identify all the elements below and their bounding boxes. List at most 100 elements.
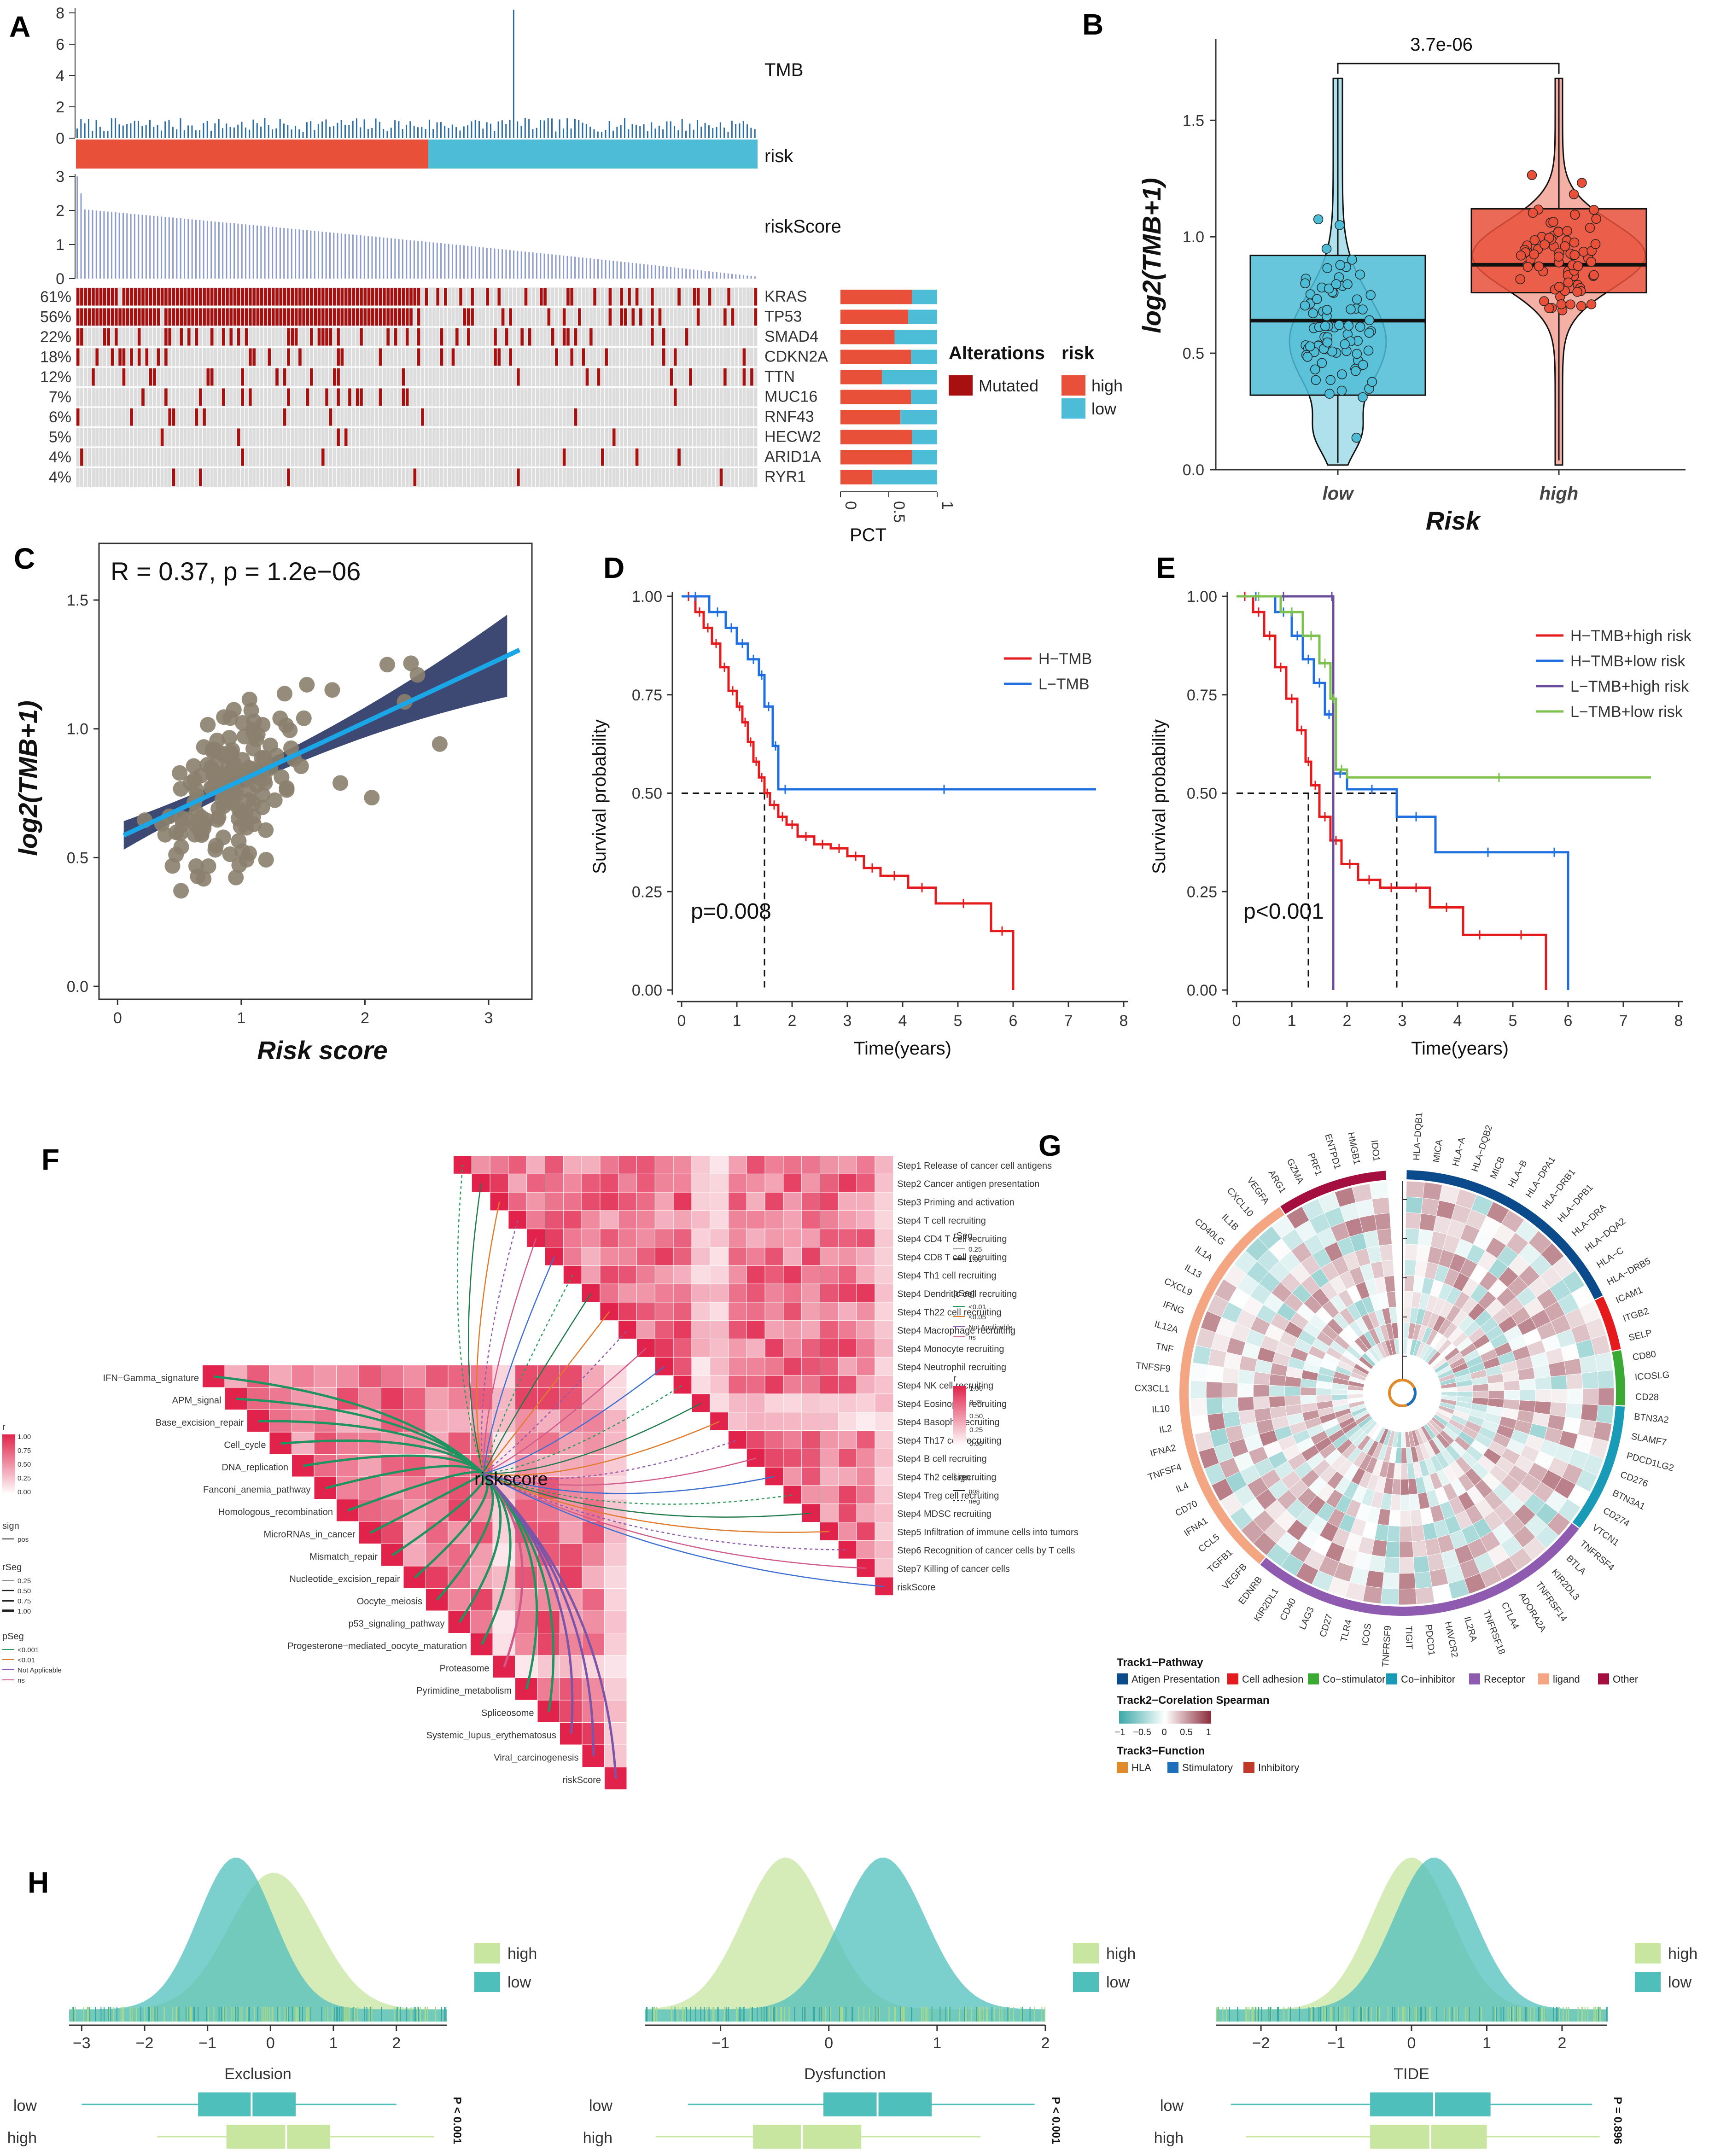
f-heat-cell — [527, 1156, 545, 1174]
f-row-label: Step4 Th2 cell recruiting — [897, 1472, 996, 1482]
f-heat-cell — [600, 1174, 618, 1192]
riskscore-bar — [379, 237, 381, 279]
f-link-bottom — [369, 1473, 485, 1534]
tmb-bar — [237, 124, 239, 138]
f-heat-cell — [820, 1211, 838, 1229]
f-link-top — [483, 1238, 537, 1474]
f-heat-cell — [563, 1229, 582, 1247]
g-heat-cell — [1371, 1197, 1390, 1215]
f-heat-cell — [802, 1211, 820, 1229]
panel-label-d: D — [603, 551, 624, 584]
mutation-cell — [76, 348, 80, 366]
pct-low-bar — [911, 350, 937, 364]
f-heat-cell — [820, 1357, 838, 1375]
tmb-bar — [570, 128, 572, 138]
mutation-cell — [203, 308, 206, 326]
c-point — [188, 858, 204, 874]
riskscore-bar — [279, 227, 281, 279]
km-y-tick-label: 0.50 — [1187, 785, 1217, 803]
f-heat-cell — [673, 1357, 692, 1375]
f-heat-cell — [605, 1477, 627, 1499]
tmb-bar — [118, 124, 120, 138]
mutation-cell — [264, 288, 267, 306]
h-x-tick-label: −2 — [1252, 2034, 1270, 2052]
mutation-cell — [206, 368, 210, 386]
f-heat-cell — [426, 1410, 448, 1432]
tmb-bar — [440, 122, 442, 138]
f-heat-cell — [875, 1467, 893, 1486]
tmb-bar — [379, 122, 380, 138]
riskscore-bar — [363, 235, 365, 279]
tmb-bar — [490, 123, 491, 138]
mutation-cell — [562, 449, 566, 466]
tmb-bar — [260, 126, 262, 138]
tmb-bar — [176, 129, 178, 138]
riskscore-bar — [172, 217, 174, 279]
g-heat-cell — [1421, 1197, 1440, 1216]
c-y-tick-label: 1.5 — [67, 592, 88, 609]
b-point-low — [1355, 269, 1365, 280]
g-gene-label: TLR4 — [1339, 1619, 1354, 1643]
f-heat-cell — [605, 1566, 627, 1588]
g-legend-label: 1 — [1206, 1727, 1211, 1737]
b-point-high — [1562, 226, 1572, 236]
mutation-cell — [360, 308, 363, 326]
f-heat-cell — [655, 1321, 673, 1339]
mutation-cell — [287, 328, 290, 346]
f-row-label: p53_signaling_pathway — [348, 1619, 444, 1629]
mutation-cell — [268, 308, 271, 326]
mutation-cell — [76, 308, 80, 326]
mutation-cell — [685, 328, 688, 346]
f-heat-cell — [582, 1566, 604, 1588]
riskscore-bar — [118, 212, 120, 279]
f-legend-label: 1.00 — [969, 1385, 983, 1393]
mutation-cell — [750, 368, 753, 386]
f-heat-cell — [605, 1633, 627, 1655]
f-link-bottom — [391, 1473, 486, 1556]
f-heat-cell — [493, 1410, 515, 1432]
g-gene-label: VEGFA — [1245, 1176, 1271, 1207]
g-heat-cell — [1534, 1376, 1552, 1390]
riskscore-bar — [689, 269, 691, 279]
mutation-cell — [260, 288, 263, 306]
mutation-cell — [76, 328, 80, 346]
g-heat-cell — [1400, 1510, 1412, 1527]
riskscore-bar — [608, 260, 610, 279]
tmb-bar — [172, 127, 174, 138]
g-gene-label: HAVCR2 — [1443, 1620, 1460, 1658]
f-heat-cell — [545, 1156, 563, 1174]
riskscore-bar — [448, 244, 449, 279]
tmb-bar — [103, 131, 105, 138]
tmb-bar — [84, 123, 86, 138]
g-gene-label: IL2 — [1159, 1423, 1173, 1435]
mutation-cell — [172, 308, 175, 326]
c-point — [277, 686, 293, 702]
riskscore-bar — [525, 251, 526, 279]
b-point-low — [1313, 214, 1324, 225]
f-legend-title: sign — [953, 1473, 970, 1483]
mutation-cell — [302, 288, 306, 306]
h-x-tick-label: −1 — [1327, 2034, 1345, 2052]
mutation-cell — [329, 408, 332, 426]
mutation-cell — [175, 288, 179, 306]
f-heat-cell — [875, 1522, 893, 1540]
f-heat-cell — [857, 1211, 875, 1229]
tmb-bar — [704, 122, 706, 138]
mutation-cell — [283, 408, 286, 426]
riskscore-bar — [597, 259, 599, 279]
f-row-label: IFN−Gamma_signature — [103, 1373, 199, 1383]
tmb-bar — [421, 127, 423, 138]
tmb-bar — [279, 119, 281, 138]
mutation-cell — [172, 288, 175, 306]
g-legend-swatch — [1167, 1762, 1178, 1773]
f-heat-cell — [875, 1211, 893, 1229]
f-heat-cell — [710, 1394, 728, 1412]
mutation-cell — [137, 348, 141, 366]
g-heat-cell — [1423, 1182, 1443, 1201]
mutation-cell — [114, 328, 118, 346]
c-y-tick-label: 1.0 — [67, 721, 88, 738]
mutation-cell — [539, 288, 543, 306]
tmb-bar — [540, 120, 542, 138]
mutation-cell — [291, 288, 294, 306]
